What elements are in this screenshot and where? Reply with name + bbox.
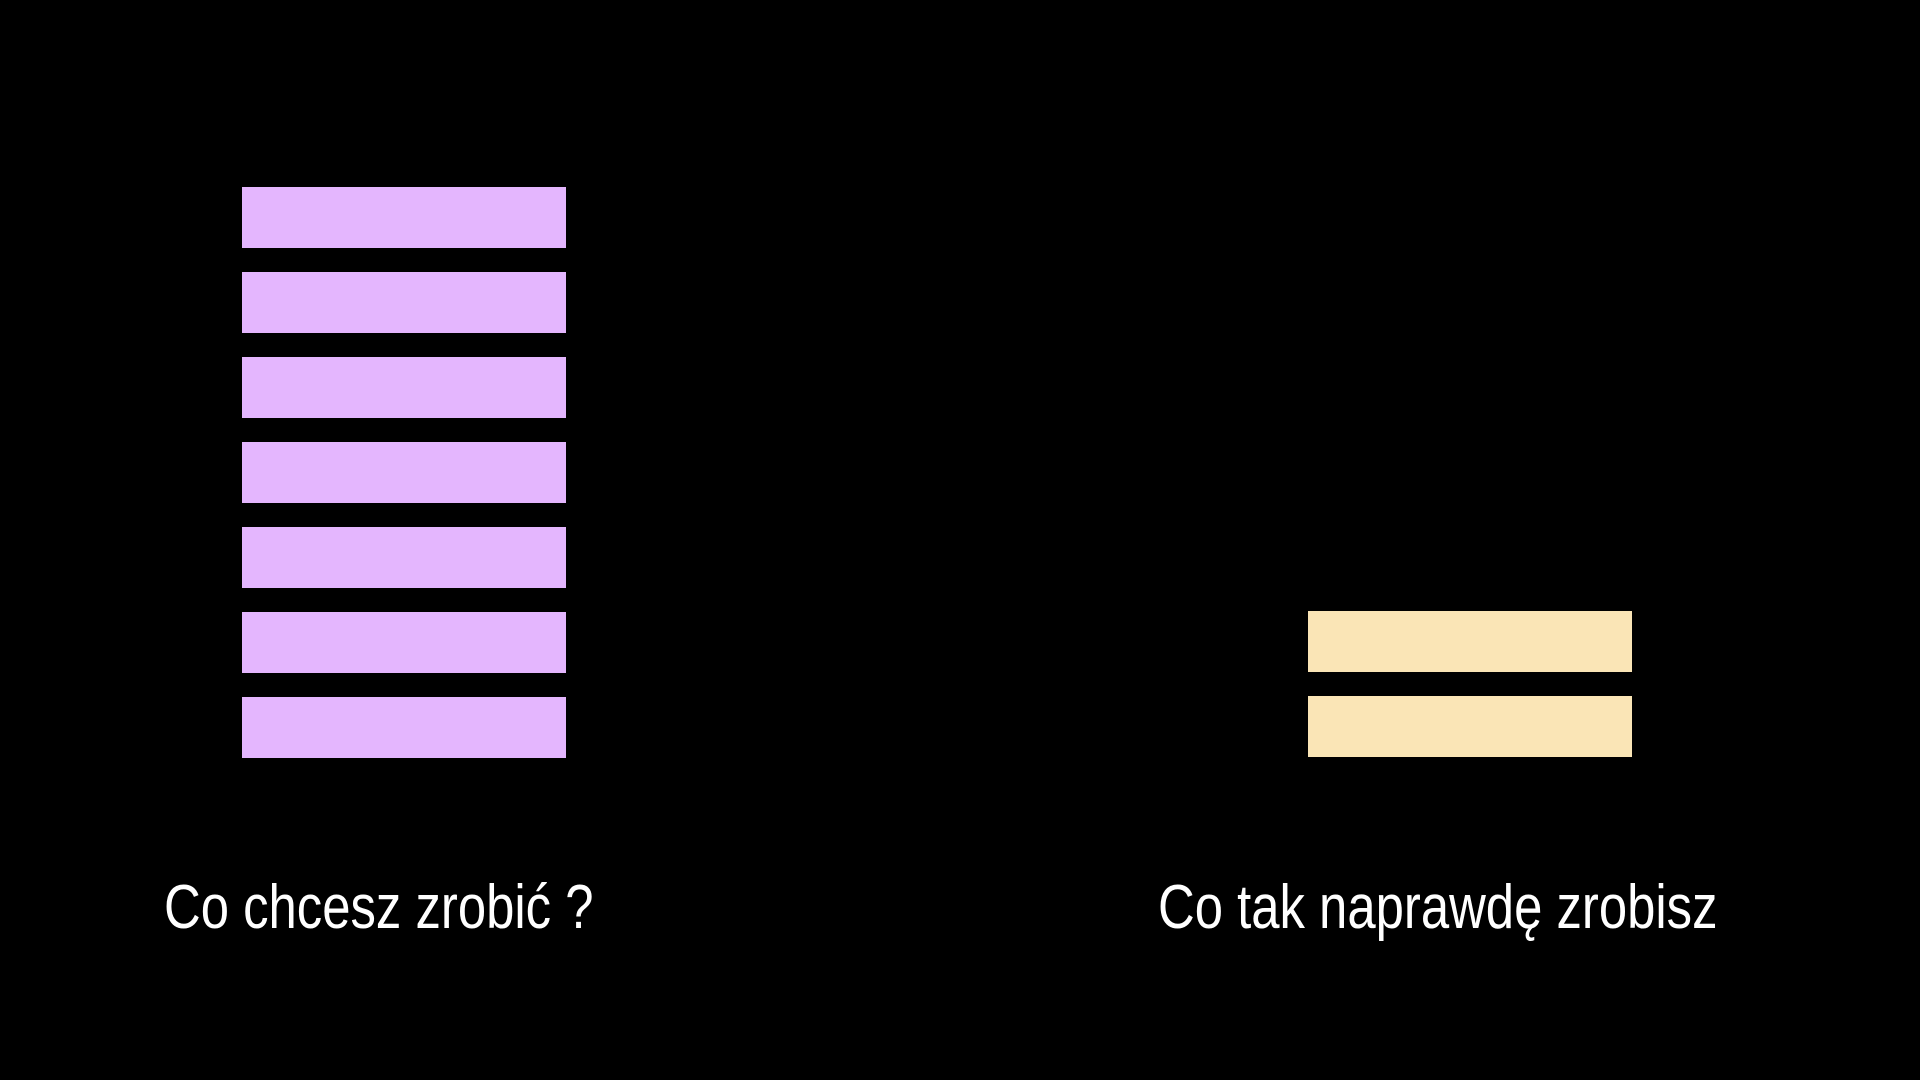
wanted-caption: Co chcesz zrobić ? bbox=[164, 873, 594, 942]
wanted-task-block bbox=[242, 697, 566, 758]
wanted-task-block bbox=[242, 272, 566, 333]
wanted-task-block bbox=[242, 612, 566, 673]
wanted-task-block bbox=[242, 357, 566, 418]
wanted-tasks-stack bbox=[242, 187, 566, 782]
actual-task-block bbox=[1308, 611, 1632, 672]
wanted-task-block bbox=[242, 442, 566, 503]
actual-tasks-stack bbox=[1308, 611, 1632, 781]
actual-task-block bbox=[1308, 696, 1632, 757]
wanted-task-block bbox=[242, 527, 566, 588]
actual-caption: Co tak naprawdę zrobisz bbox=[1158, 873, 1718, 942]
wanted-task-block bbox=[242, 187, 566, 248]
